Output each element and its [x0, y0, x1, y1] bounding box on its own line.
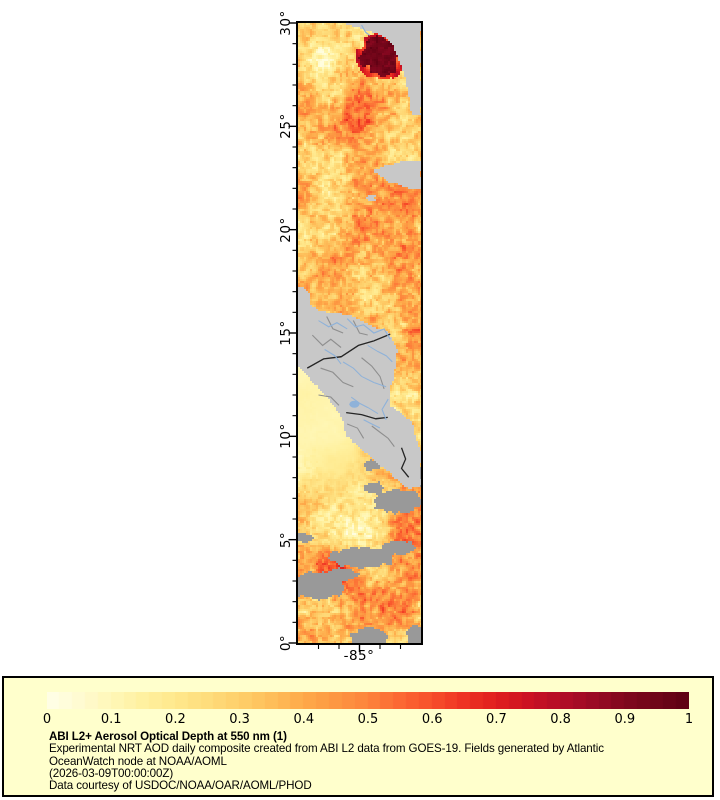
colorbar-tick-label: 0.1: [100, 712, 122, 727]
legend-subtitle-line2: OceanWatch node at NOAA/AOML: [49, 754, 227, 768]
y-axis-tick-label: 15°: [278, 320, 294, 346]
colorbar-tick-label: 0.3: [229, 712, 250, 727]
colorbar-tick-label: 0.5: [357, 712, 379, 727]
legend-subtitle-line1: Experimental NRT AOD daily composite cre…: [49, 742, 604, 756]
y-axis-tick-label: 5°: [278, 531, 294, 548]
colorbar-tick-label: 1: [684, 712, 694, 727]
colorbar-tick-label: 0.9: [614, 712, 636, 727]
y-axis-tick-label: 10°: [278, 423, 294, 450]
colorbar: [47, 692, 689, 709]
y-axis-tick-label: 30°: [278, 10, 294, 36]
colorbar-tick-label: 0.2: [165, 712, 186, 727]
y-axis-tick-label: 20°: [278, 216, 294, 243]
legend-text-block: ABI L2+ Aerosol Optical Depth at 550 nm …: [49, 730, 604, 793]
legend-timestamp: (2026-03-09T00:00:00Z): [49, 766, 174, 780]
legend-credit: Data courtesy of USDOC/NOAA/OAR/AOML/PHO…: [49, 779, 312, 793]
x-axis-tick-label: -85°: [343, 648, 375, 664]
aod-map-canvas: [298, 23, 421, 643]
colorbar-tick-label: 0.4: [293, 712, 315, 727]
colorbar-tick-label: 0.8: [550, 712, 571, 727]
legend-panel: 0 0.1 0.2 0.3 0.4 0.5 0.6 0.7 0.8 0.9 1 ABI L2+ Ae…: [2, 676, 714, 797]
colorbar-tick-label: 0.6: [421, 712, 443, 727]
aod-map-panel: 0° 5° 10° 15° 20° 25° 30° -85°: [46, 10, 690, 715]
y-axis-tick-label: 25°: [278, 113, 294, 140]
y-axis-tick-label: 0°: [278, 634, 294, 652]
colorbar-tick-label: 0.7: [486, 712, 507, 727]
colorbar-tick-label: 0: [42, 712, 52, 727]
legend-title: ABI L2+ Aerosol Optical Depth at 550 nm …: [49, 730, 287, 743]
